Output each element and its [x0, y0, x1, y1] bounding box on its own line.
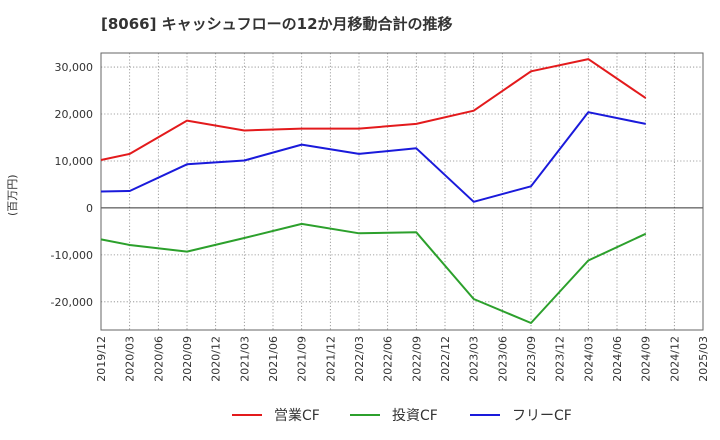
operating-cf-line: [100, 58, 647, 161]
x-tick-label: 2019/12: [95, 336, 108, 382]
x-tick-label: 2020/09: [181, 336, 194, 382]
x-tick-label: 2021/12: [324, 336, 337, 382]
x-tick-label: 2025/03: [697, 336, 710, 382]
x-tick-label: 2022/09: [410, 336, 423, 382]
legend-swatch: [470, 414, 500, 416]
x-tick-label: 2023/03: [468, 336, 481, 382]
y-tick-label: 10,000: [55, 155, 94, 168]
x-tick-label: 2021/03: [238, 336, 251, 382]
legend-swatch: [350, 414, 380, 416]
x-tick-labels: 2019/12 2020/03 2020/06 2020/09 2020/12 2021/…: [95, 336, 710, 382]
series-lines: [100, 58, 647, 324]
legend: 営業CF 投資CF フリーCF: [0, 405, 720, 425]
legend-label: 営業CF: [274, 408, 320, 424]
legend-label: フリーCF: [512, 408, 572, 424]
x-tick-label: 2022/03: [353, 336, 366, 382]
x-tick-label: 2022/06: [382, 336, 395, 382]
y-tick-labels: -20,000 -10,000 0 10,000 20,000 30,000: [51, 61, 93, 309]
x-tick-label: 2021/09: [296, 336, 309, 382]
legend-item-operating-cf: 営業CF: [232, 405, 320, 425]
legend-item-free-cf: フリーCF: [470, 405, 572, 425]
x-tick-label: 2023/09: [525, 336, 538, 382]
y-tick-label: -20,000: [51, 296, 93, 309]
x-tick-label: 2020/12: [210, 336, 223, 382]
grid-lines: [100, 53, 704, 330]
free-cf-line: [100, 111, 646, 203]
y-tick-label: 30,000: [55, 61, 94, 74]
plot-frame: [100, 52, 704, 331]
y-tick-label: 0: [86, 202, 93, 215]
y-tick-label: 20,000: [55, 108, 94, 121]
cashflow-line-chart: -20,000 -10,000 0 10,000 20,000 30,000 2019/1…: [51, 52, 710, 382]
y-tick-label: -10,000: [51, 249, 93, 262]
x-tick-label: 2024/06: [611, 336, 624, 382]
x-tick-label: 2021/06: [267, 336, 280, 382]
x-tick-label: 2022/12: [439, 336, 452, 382]
x-tick-label: 2023/06: [496, 336, 509, 382]
investing-cf-line: [100, 222, 647, 324]
x-tick-label: 2024/12: [668, 336, 681, 382]
x-tick-label: 2023/12: [554, 336, 567, 382]
x-tick-label: 2020/06: [152, 336, 165, 382]
legend-item-investing-cf: 投資CF: [350, 405, 438, 425]
x-tick-label: 2024/09: [640, 336, 653, 382]
legend-swatch: [232, 414, 262, 416]
x-tick-label: 2024/03: [582, 336, 595, 382]
legend-label: 投資CF: [392, 408, 438, 424]
chart-title: [8066] キャッシュフローの12か月移動合計の推移: [101, 15, 453, 33]
x-tick-label: 2020/03: [124, 336, 137, 382]
